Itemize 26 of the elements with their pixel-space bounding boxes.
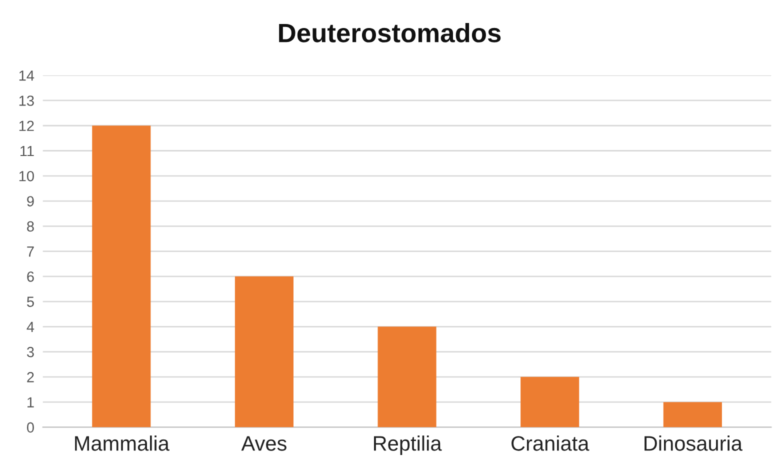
- y-tick-label: 7: [27, 246, 34, 257]
- bar: [520, 376, 580, 428]
- y-tick-label: 11: [20, 146, 34, 156]
- bar: [663, 402, 722, 428]
- y-tick-label: 0: [26, 422, 34, 433]
- y-tick-label: 8: [27, 221, 34, 232]
- x-tick-label: Aves: [241, 436, 286, 451]
- y-tick-label: 3: [26, 346, 34, 358]
- y-tick-label: 1: [28, 397, 34, 408]
- x-tick-label: Reptilia: [374, 436, 442, 455]
- y-tick-label: 5: [26, 296, 34, 307]
- y-tick-label: 12: [19, 120, 34, 131]
- x-tick-label: Dinosauria: [644, 436, 742, 451]
- y-tick-label: 4: [26, 322, 34, 332]
- y-tick-label: 13: [19, 96, 34, 106]
- y-tick-label: 14: [19, 70, 34, 81]
- y-tick-label: 6: [27, 272, 34, 282]
- y-tick-label: 10: [19, 170, 34, 182]
- x-tick-label: Craniata: [512, 436, 590, 451]
- bar: [234, 276, 294, 428]
- bar: [92, 126, 151, 428]
- y-tick-label: 2: [27, 372, 34, 382]
- chart-title: Deuterostomados: [279, 23, 501, 42]
- y-tick-label: 9: [27, 196, 34, 206]
- x-tick-label: Mammalia: [75, 436, 170, 451]
- bar: [378, 326, 436, 428]
